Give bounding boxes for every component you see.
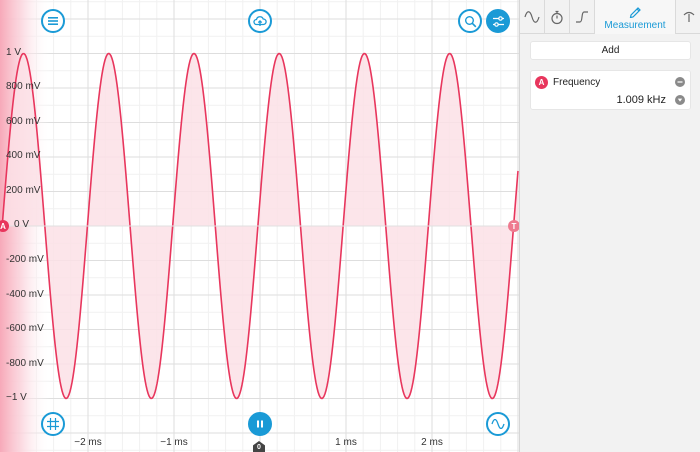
y-axis-label: -400 mV: [6, 289, 44, 300]
cloud-upload-icon: [253, 16, 267, 26]
tab-measurement[interactable]: Measurement: [595, 0, 676, 34]
grid-toggle-icon: [47, 418, 59, 430]
tab-probe[interactable]: [676, 0, 700, 34]
channel-badge: A: [535, 76, 548, 89]
measurement-name: Frequency: [553, 77, 601, 88]
trigger-marker[interactable]: T: [508, 220, 520, 232]
stopwatch-tab-icon: [551, 10, 563, 24]
time-zero-marker[interactable]: 0: [253, 441, 265, 452]
pause-icon: [257, 420, 263, 428]
tab-waveform[interactable]: [520, 0, 545, 34]
oscilloscope-view[interactable]: A T 0 1 V 800 mV 600 mV 400 mV 200 mV 0 …: [0, 0, 520, 452]
trigger-marker-label: T: [511, 221, 517, 231]
y-axis-label: 600 mV: [6, 116, 41, 127]
tab-timing[interactable]: [545, 0, 570, 34]
y-axis-label: 400 mV: [6, 150, 41, 161]
menu-button[interactable]: [41, 9, 65, 33]
add-measurement-button[interactable]: Add: [530, 41, 691, 60]
tab-trigger[interactable]: [570, 0, 595, 34]
x-axis-label: −1 ms: [160, 437, 188, 448]
tab-measurement-label: Measurement: [604, 19, 666, 31]
grid-toggle-button[interactable]: [41, 412, 65, 436]
probe-tab-icon: [683, 11, 694, 22]
y-axis-label: 0 V: [14, 219, 30, 230]
minus-icon: [677, 81, 683, 83]
y-axis-label: -600 mV: [6, 323, 44, 334]
measurement-item[interactable]: A Frequency 1.009 kHz: [530, 70, 691, 110]
x-axis-label: −2 ms: [74, 437, 102, 448]
remove-measurement-button[interactable]: [675, 77, 685, 87]
waveform-generator-button[interactable]: [486, 412, 510, 436]
cloud-upload-button[interactable]: [248, 9, 272, 33]
pause-button[interactable]: [248, 412, 272, 436]
add-measurement-label: Add: [601, 45, 620, 56]
channel-badge-label: A: [538, 78, 545, 87]
zoom-search-icon: [464, 15, 476, 27]
edge-trigger-tab-icon: [576, 11, 588, 23]
y-axis-label: −1 V: [6, 392, 27, 403]
sliders-settings-icon: [492, 15, 504, 27]
waveform-plot[interactable]: [0, 0, 519, 452]
ruler-pencil-icon: [629, 6, 641, 18]
measurement-options-button[interactable]: [675, 95, 685, 105]
y-axis-label: 800 mV: [6, 81, 41, 92]
waveform-tab-icon: [524, 11, 540, 23]
x-axis-label: 2 ms: [421, 437, 443, 448]
waveform-trace-a: [1, 52, 519, 400]
measurement-value: 1.009 kHz: [616, 94, 666, 106]
channel-a-marker-label: A: [0, 221, 6, 231]
hamburger-menu-icon: [48, 17, 58, 25]
chevron-down-icon: [677, 98, 683, 102]
panel-tabs: Measurement: [520, 0, 700, 34]
y-axis-label: -200 mV: [6, 254, 44, 265]
zoom-button[interactable]: [458, 9, 482, 33]
settings-button[interactable]: [486, 9, 510, 33]
x-axis-label: 1 ms: [335, 437, 357, 448]
channel-a-marker[interactable]: A: [0, 220, 9, 232]
y-axis-label: -800 mV: [6, 358, 44, 369]
time-zero-marker-label: 0: [257, 444, 261, 451]
side-panel: Measurement Add A Frequency 1.009 kHz: [519, 0, 700, 452]
sine-wave-icon: [491, 419, 505, 429]
y-axis-label: 1 V: [6, 47, 22, 58]
y-axis-label: 200 mV: [6, 185, 41, 196]
